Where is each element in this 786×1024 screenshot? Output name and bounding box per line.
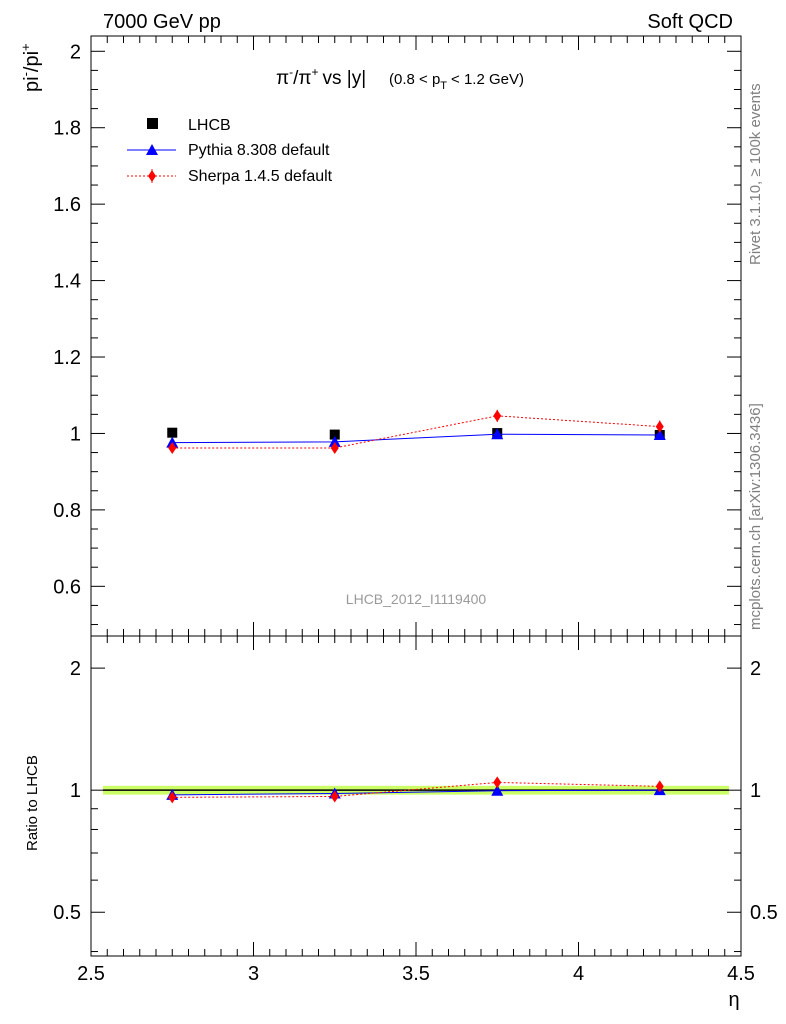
legend: LHCB Pythia 8.308 default Sherpa 1.4.5 d… — [127, 117, 333, 185]
ratio-point-pythia — [491, 784, 504, 796]
x-tick-label: 4.5 — [727, 963, 755, 985]
header-right: Soft QCD — [647, 11, 733, 33]
data-point-sherpa — [493, 409, 502, 422]
title-sub: (0.8 < pT < 1.2 GeV) — [389, 71, 524, 92]
legend-label-pythia: Pythia 8.308 default — [188, 142, 330, 159]
x-tick-label: 3 — [248, 963, 259, 985]
y-tick-label-ratio: 2 — [70, 658, 81, 680]
ratio-point-sherpa — [330, 790, 339, 803]
y-tick-label-ratio: 1 — [70, 780, 81, 802]
x-axis-label: η — [728, 989, 739, 1011]
ratio-point-sherpa — [493, 776, 502, 789]
data-point-pythia — [328, 435, 341, 447]
legend-marker-lhcb — [147, 118, 158, 129]
header-left: 7000 GeV pp — [103, 11, 221, 33]
x-tick-label: 4 — [573, 963, 584, 985]
x-tick-label: 2.5 — [77, 963, 105, 985]
main-title: π-/π+ vs |y| (0.8 < pT < 1.2 GeV) — [276, 65, 524, 92]
svg-text:pi-/pi+: pi-/pi+ — [18, 43, 43, 92]
y-tick-label-ratio-right: 1 — [750, 780, 761, 802]
legend-label-lhcb: LHCB — [188, 117, 231, 134]
data-point-lhcb — [329, 429, 340, 440]
series-line-2 — [172, 415, 660, 449]
y-tick-label-ratio: 0.5 — [53, 902, 81, 924]
y-tick-label-main: 1.6 — [53, 194, 81, 216]
ratio-line-0 — [172, 789, 660, 796]
y-tick-label-ratio-right: 2 — [750, 658, 761, 680]
y-tick-label-main: 1.2 — [53, 347, 81, 369]
legend-marker-sherpa — [148, 170, 156, 182]
legend-marker-pythia — [146, 144, 158, 155]
rivet-label: Rivet 3.1.10, ≥ 100k events — [747, 83, 764, 265]
y-tick-label-main: 2 — [70, 41, 81, 63]
data-point-sherpa — [168, 441, 177, 454]
y-tick-label-main: 0.6 — [53, 576, 81, 598]
series-line-1 — [172, 433, 660, 444]
data-point-pythia — [491, 428, 504, 440]
analysis-watermark: LHCB_2012_I1119400 — [346, 591, 487, 607]
y-tick-label-main: 0.8 — [53, 500, 81, 522]
y-tick-label-main: 1.8 — [53, 118, 81, 140]
main-ylabel: pi-/pi+ — [18, 43, 43, 92]
y-tick-label-main: 1.4 — [53, 271, 81, 293]
legend-label-sherpa: Sherpa 1.4.5 default — [188, 168, 333, 185]
title-main: vs |y| — [323, 68, 367, 89]
ratio-point-sherpa — [655, 780, 664, 793]
ratio-point-sherpa — [168, 791, 177, 804]
y-tick-label-ratio-right: 0.5 — [750, 902, 778, 924]
data-point-sherpa — [330, 441, 339, 454]
data-point-sherpa — [655, 420, 664, 433]
x-tick-label: 3.5 — [402, 963, 430, 985]
data-point-lhcb — [167, 427, 178, 438]
y-tick-label-main: 1 — [70, 423, 81, 445]
data-point-pythia — [653, 428, 666, 440]
ratio-line-1 — [172, 781, 660, 798]
mcplots-label: mcplots.cern.ch [arXiv:1306.3436] — [747, 403, 764, 630]
ratio-ylabel: Ratio to LHCB — [24, 755, 41, 851]
title-pi-minus: π-/π+ vs |y| — [276, 65, 366, 89]
ratio-panel-frame — [90, 635, 742, 957]
